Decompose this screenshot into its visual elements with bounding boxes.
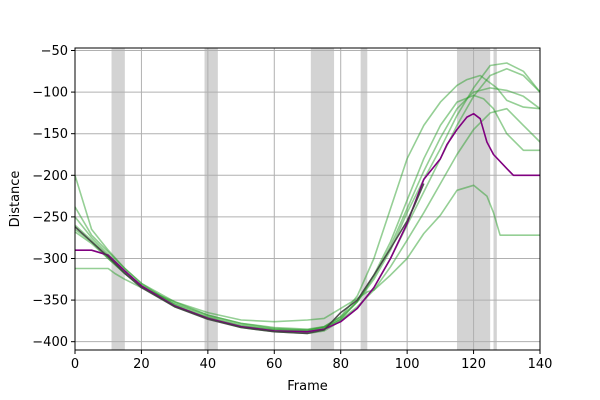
y-tick-label-1: −350	[32, 294, 68, 309]
shaded-regions	[111, 48, 497, 350]
x-tick-label-1: 20	[133, 357, 150, 372]
shaded-region-3	[360, 48, 368, 350]
shaded-region-0	[111, 48, 125, 350]
y-tick-label-7: −50	[41, 44, 68, 59]
series-lines	[74, 62, 541, 335]
y-tick-label-6: −100	[32, 86, 68, 101]
shaded-region-2	[310, 48, 335, 350]
shaded-region-1	[204, 48, 218, 350]
x-tick-label-3: 60	[266, 357, 283, 372]
series-line-6	[75, 184, 540, 323]
series-line-7	[75, 112, 540, 333]
x-ticks: 0 20 40 60 80 100 120 140	[71, 350, 553, 372]
x-tick-label-5: 100	[395, 357, 420, 372]
shaded-region-5	[493, 48, 497, 350]
y-ticks: −400 −350 −300 −250 −200 −150 −100 −50	[32, 44, 75, 350]
x-tick-label-2: 40	[200, 357, 217, 372]
axes-frame	[74, 47, 541, 351]
x-axis-label: Frame	[287, 379, 328, 394]
x-tick-label-7: 140	[528, 357, 553, 372]
y-tick-label-3: −250	[32, 210, 68, 225]
y-tick-label-5: −150	[32, 127, 68, 142]
y-tick-label-4: −200	[32, 169, 68, 184]
x-tick-label-4: 80	[332, 357, 349, 372]
series-line-8	[74, 183, 425, 335]
y-axis-label: Distance	[8, 171, 23, 228]
x-tick-label-6: 120	[461, 357, 486, 372]
y-tick-label-0: −400	[32, 335, 68, 350]
y-tick-label-2: −300	[32, 252, 68, 267]
x-tick-label-0: 0	[71, 357, 79, 372]
